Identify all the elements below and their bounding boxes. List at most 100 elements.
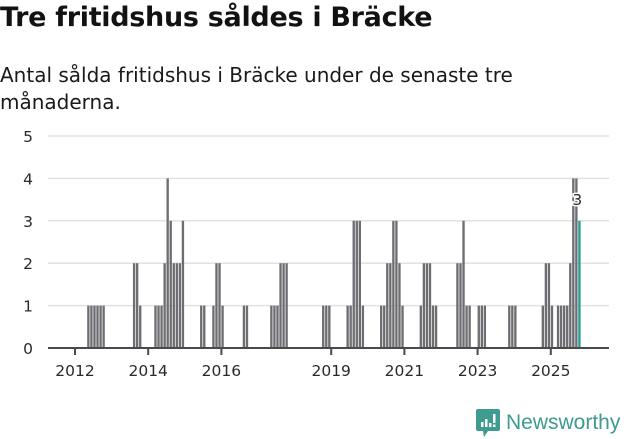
x-tick-label: 2019 <box>311 362 350 380</box>
x-tick-label: 2016 <box>202 362 241 380</box>
bar <box>386 263 389 348</box>
bar <box>511 305 514 348</box>
bar <box>462 220 465 348</box>
bar <box>276 305 279 348</box>
bar <box>270 305 273 348</box>
annotation-label: 3 <box>572 191 582 209</box>
bar <box>203 305 206 348</box>
y-tick-label: 1 <box>23 298 33 316</box>
bar <box>346 305 349 348</box>
bar <box>544 263 548 348</box>
bar <box>93 305 96 348</box>
bar <box>419 305 422 348</box>
value-annotation: 3 <box>571 190 584 211</box>
bar <box>514 305 517 348</box>
bar <box>90 305 93 348</box>
bar <box>547 263 551 348</box>
highlight-bar <box>578 220 581 348</box>
bar <box>572 178 575 348</box>
bar <box>428 263 432 348</box>
x-tick-label: 2012 <box>55 362 94 380</box>
gridlines <box>48 135 609 307</box>
bar <box>401 305 404 348</box>
bar <box>99 305 102 348</box>
bar <box>566 305 569 348</box>
bar <box>563 305 566 348</box>
bar <box>434 305 438 348</box>
bar <box>480 305 483 348</box>
bar <box>395 220 398 348</box>
bar <box>422 263 426 348</box>
brand-name: Newsworthy <box>506 411 621 434</box>
bar <box>218 263 221 348</box>
x-tick-label: 2023 <box>458 362 497 380</box>
bar <box>459 263 462 348</box>
bar <box>102 305 105 348</box>
bar <box>273 305 276 348</box>
bar <box>96 305 99 348</box>
bar <box>136 263 139 348</box>
bar <box>383 305 386 348</box>
bar <box>569 263 572 348</box>
bar <box>285 263 288 348</box>
bar <box>468 305 471 348</box>
bar <box>166 178 169 348</box>
bar <box>132 263 136 348</box>
bars <box>87 178 581 348</box>
bar <box>355 220 358 348</box>
bar <box>556 305 560 348</box>
bar <box>282 263 285 348</box>
bar <box>477 305 480 348</box>
bar <box>322 305 325 348</box>
y-axis: 0 1 2 3 4 5 <box>23 128 33 358</box>
bar <box>550 305 554 348</box>
bar <box>160 305 163 348</box>
newsworthy-logo: Newsworthy <box>476 409 620 437</box>
y-tick-label: 4 <box>23 170 33 188</box>
bar <box>163 263 166 348</box>
bar <box>358 220 361 348</box>
x-tick-label: 2021 <box>385 362 424 380</box>
bar <box>172 263 175 348</box>
bar <box>575 178 578 348</box>
bar <box>483 305 487 348</box>
y-tick-label: 3 <box>23 213 33 231</box>
bar <box>328 305 331 348</box>
bar <box>178 263 182 348</box>
x-tick-label: 2014 <box>128 362 167 380</box>
bar <box>139 305 142 348</box>
bar <box>541 305 544 348</box>
bar <box>398 263 401 348</box>
bar <box>425 263 429 348</box>
chart-subtitle: Antal sålda fritidshus i Bräcke under de… <box>0 63 513 114</box>
bar <box>157 305 160 348</box>
bar <box>175 263 178 348</box>
bar <box>389 263 392 348</box>
y-tick-label: 2 <box>23 255 33 273</box>
bar <box>349 305 352 348</box>
bar <box>431 305 435 348</box>
bar <box>181 220 185 348</box>
bar <box>245 305 249 348</box>
bar <box>465 305 468 348</box>
bar <box>87 305 90 348</box>
bar-chart-logo-icon <box>476 409 500 437</box>
bar <box>212 305 215 348</box>
bar <box>508 305 511 348</box>
bar <box>215 263 218 348</box>
y-tick-label: 5 <box>23 128 33 146</box>
x-axis: 2012 2014 2016 2019 2021 2023 2025 <box>48 347 609 380</box>
bar <box>352 220 355 348</box>
bar <box>169 220 172 348</box>
chart-title: Tre fritidshus såldes i Bräcke <box>0 2 433 33</box>
bar <box>242 305 246 348</box>
bar <box>154 305 157 348</box>
bar <box>325 305 328 348</box>
y-tick-label: 0 <box>23 340 33 358</box>
bar <box>392 220 395 348</box>
x-tick-label: 2025 <box>531 362 570 380</box>
bar <box>279 263 282 348</box>
bar <box>221 305 224 348</box>
bar <box>361 305 365 348</box>
